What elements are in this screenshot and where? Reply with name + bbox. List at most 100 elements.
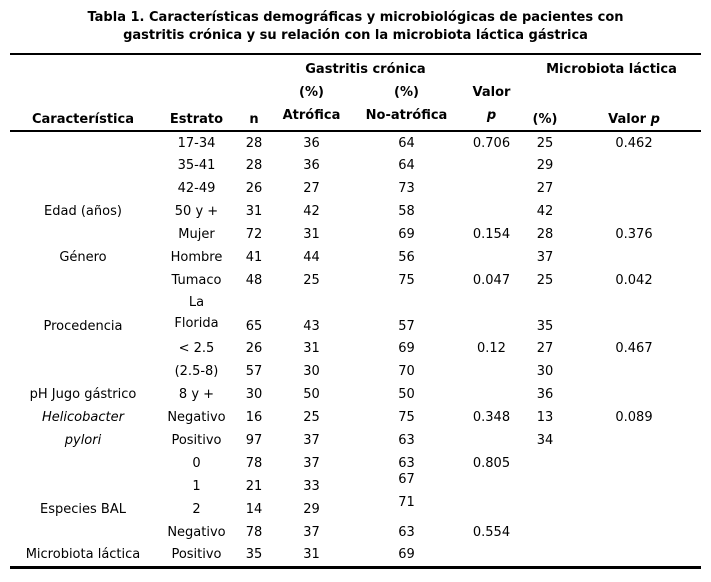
cell-no-atrofica: 63 (398, 525, 415, 540)
col-header-caracteristica: Característica (31, 112, 134, 127)
cell-caracteristica: Helicobacter (42, 410, 124, 425)
table-title: Tabla 1. Características demográficas y … (0, 0, 711, 45)
cell-caracteristica (10, 131, 155, 154)
cell-no-atrofica: 69 (398, 547, 415, 563)
cell-atrofica: 36 (303, 135, 320, 151)
cell-valor-p-microbiota: 0.089 (615, 410, 653, 425)
cell-pct-microbiota: 42 (536, 204, 554, 219)
cell-atrofica: 25 (303, 273, 320, 288)
table-row: Negativo 78 37 63 0.554 (10, 521, 700, 544)
cell-atrofica: 30 (303, 364, 320, 379)
cell-pct-microbiota: 25 (536, 273, 554, 288)
group-header-microbiota: Microbiota láctica (546, 61, 677, 77)
cell-atrofica: 33 (303, 479, 320, 494)
cell-estrato: Negativo (167, 525, 226, 540)
cell-no-atrofica: 57 (398, 319, 415, 334)
cell-pct-microbiota (522, 544, 567, 567)
cell-caracteristica (10, 521, 155, 544)
cell-no-atrofica: 67 (352, 472, 460, 498)
cell-no-atrofica: 58 (398, 204, 415, 219)
cell-pct-microbiota: 36 (536, 387, 554, 402)
cell-caracteristica: Edad (años) (44, 204, 122, 219)
cell-atrofica: 37 (303, 433, 320, 448)
cell-valor-p-microbiota: 0.042 (615, 273, 653, 288)
cell-estrato: Mujer (178, 227, 215, 242)
cell-caracteristica: pylori (64, 433, 102, 448)
cell-caracteristica (10, 269, 155, 292)
valor-label: Valor (472, 85, 511, 100)
p-label: p (486, 108, 497, 123)
cell-valor-p-gastritis (460, 383, 522, 406)
table-row: Helicobacter Negativo 16 25 75 0.348 13 … (10, 406, 700, 429)
col-header-no-atrofica-label: No-atrófica (365, 108, 448, 123)
cell-n: 28 (245, 158, 263, 173)
cell-atrofica: 43 (303, 319, 320, 334)
cell-no-atrofica: 70 (398, 364, 415, 379)
cell-caracteristica (10, 475, 155, 498)
raised-value: 67 (398, 472, 415, 487)
estrato-wrapped: La Florida (155, 292, 237, 334)
table-header: Gastritis crónica Microbiota láctica Car… (10, 54, 701, 131)
cell-estrato: < 2.5 (178, 341, 215, 356)
cell-n: 31 (245, 204, 263, 219)
cell-caracteristica (10, 360, 155, 383)
table-row: Procedencia La Florida 65 43 57 35 (10, 292, 700, 337)
col-header-atrofica: (%) Atrófica (270, 81, 352, 131)
table-row: 17-34 28 36 64 0.706 25 0.462 (10, 131, 700, 154)
cell-atrofica: 25 (303, 410, 320, 425)
cell-atrofica: 37 (303, 456, 320, 471)
cell-pct-microbiota (522, 475, 567, 498)
cell-valor-p-microbiota (567, 200, 700, 223)
col-header-estrato: Estrato (169, 112, 224, 127)
cell-no-atrofica: 71 (352, 495, 460, 521)
cell-pct-microbiota: 28 (536, 227, 554, 242)
cell-valor-p-gastritis (460, 544, 522, 567)
cell-n: 65 (245, 319, 263, 334)
table-title-line2: gastritis crónica y su relación con la m… (123, 28, 588, 43)
cell-n: 78 (245, 525, 263, 540)
cell-atrofica: 27 (303, 181, 320, 196)
cell-pct-microbiota (522, 498, 567, 521)
estrato-line2: Florida (174, 316, 219, 331)
cell-no-atrofica: 75 (398, 410, 415, 425)
column-header-row: Característica Estrato n (%) Atrófica (%… (10, 81, 700, 131)
cell-caracteristica: Género (59, 250, 107, 265)
cell-valor-p-gastritis (460, 429, 522, 452)
cell-no-atrofica: 73 (398, 181, 415, 196)
table-row: 0 78 37 63 0.805 (10, 452, 700, 475)
cell-estrato: (2.5-8) (174, 364, 219, 379)
cell-estrato: La Florida (155, 292, 237, 337)
table-row: Género Hombre 41 44 56 37 (10, 246, 700, 269)
table-row: 35-41 28 36 64 29 (10, 154, 700, 177)
table-row: pH Jugo gástrico 8 y + 30 50 50 36 (10, 383, 700, 406)
table-row: < 2.5 26 31 69 0.12 27 0.467 (10, 337, 700, 360)
cell-valor-p-microbiota (567, 544, 700, 567)
cell-valor-p-gastritis (460, 360, 522, 383)
p-label: p (650, 112, 660, 127)
group-header-empty (10, 54, 270, 81)
cell-valor-p-gastritis: 0.154 (472, 227, 511, 242)
cell-no-atrofica: 50 (398, 387, 415, 402)
raised-value: 71 (398, 495, 415, 510)
cell-no-atrofica: 69 (398, 341, 415, 356)
cell-pct-microbiota: 34 (536, 433, 554, 448)
cell-pct-microbiota (522, 452, 567, 475)
cell-pct-microbiota: 30 (536, 364, 554, 379)
cell-pct-microbiota: 13 (536, 410, 554, 425)
cell-atrofica: 50 (303, 387, 320, 402)
cell-caracteristica (10, 223, 155, 246)
cell-estrato: 8 y + (178, 387, 215, 402)
cell-estrato: 35-41 (177, 158, 216, 173)
cell-valor-p-gastritis: 0.348 (472, 410, 511, 425)
cell-valor-p-microbiota (567, 521, 700, 544)
cell-valor-p-microbiota (567, 292, 700, 337)
table-row: Especies BAL 2 14 29 71 (10, 495, 700, 521)
cell-atrofica: 36 (303, 158, 320, 173)
cell-estrato: Hombre (170, 250, 223, 265)
cell-caracteristica (10, 177, 155, 200)
cell-pct-microbiota: 35 (536, 319, 554, 334)
cell-n: 26 (245, 181, 263, 196)
cell-estrato: 50 y + (174, 204, 219, 219)
col-header-valor-p-gastritis: Valor p (460, 81, 522, 131)
